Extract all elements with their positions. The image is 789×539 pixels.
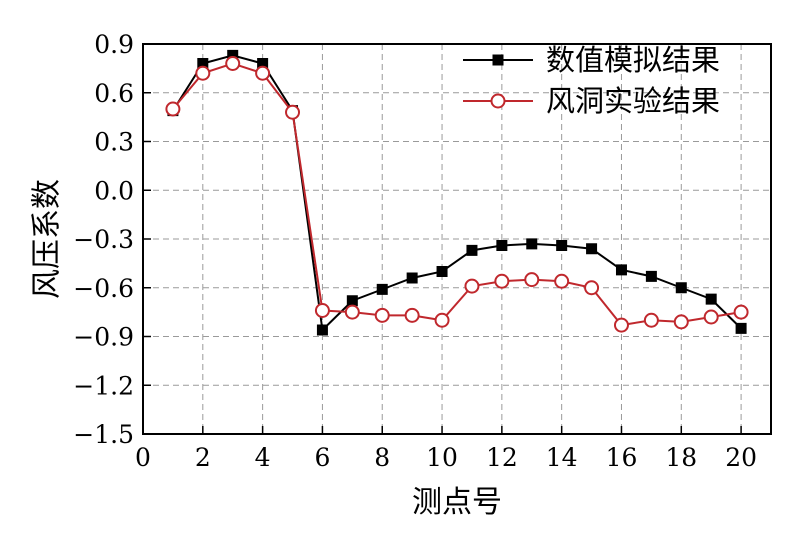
data-point xyxy=(255,65,271,81)
data-point xyxy=(733,304,749,320)
data-point xyxy=(227,49,239,61)
data-point xyxy=(703,309,719,325)
data-point xyxy=(526,238,538,250)
data-point xyxy=(586,243,598,255)
data-point xyxy=(257,58,269,69)
series xyxy=(165,49,749,336)
data-point xyxy=(705,293,717,305)
data-point xyxy=(554,273,570,289)
legend: 数值模拟结果 风洞实验结果 xyxy=(463,43,720,118)
data-point xyxy=(197,58,209,69)
x-tick-label: 2 xyxy=(195,443,211,472)
data-point xyxy=(225,56,241,71)
data-point xyxy=(376,283,388,295)
legend-marker-numerical xyxy=(492,54,504,66)
legend-label-wind-tunnel: 风洞实验结果 xyxy=(546,84,720,118)
x-tick-label: 20 xyxy=(725,443,757,472)
data-point xyxy=(613,317,629,333)
data-point xyxy=(285,104,301,120)
x-tick-label: 10 xyxy=(426,443,458,472)
grid xyxy=(143,44,771,434)
data-point xyxy=(466,244,478,256)
data-point xyxy=(165,101,181,117)
data-point xyxy=(643,312,659,328)
x-axis-title: 测点号 xyxy=(412,485,502,520)
data-point xyxy=(584,280,600,296)
data-point xyxy=(675,282,687,294)
y-axis-title: 风压系数 xyxy=(30,179,65,299)
y-tick-label: −0.9 xyxy=(73,323,134,352)
x-tick-label: 12 xyxy=(486,443,518,472)
x-tick-label: 0 xyxy=(135,443,151,472)
data-point xyxy=(645,270,657,282)
y-tick-label: −0.3 xyxy=(73,225,134,254)
data-point xyxy=(314,303,330,318)
data-point xyxy=(316,324,328,336)
x-tick-label: 18 xyxy=(665,443,697,472)
data-point xyxy=(195,65,211,81)
data-point xyxy=(735,322,747,334)
axis-ticks: 0 2 4 6 8 10 12 14 16 18 20 0.9 0.6 0.3 0.0 −0.3 −0.6 −0.… xyxy=(73,30,757,472)
data-point xyxy=(673,314,689,330)
data-point xyxy=(556,240,568,251)
y-tick-label: −1.2 xyxy=(73,371,134,400)
data-point xyxy=(494,273,510,289)
data-point xyxy=(346,295,358,307)
y-tick-label: −0.6 xyxy=(73,274,134,303)
data-point xyxy=(404,307,420,323)
data-point xyxy=(496,240,508,251)
data-point xyxy=(615,264,627,276)
series-wind-tunnel xyxy=(165,56,749,333)
y-tick-label: 0.0 xyxy=(94,176,134,205)
x-tick-label: 16 xyxy=(606,443,638,472)
data-point xyxy=(344,304,360,320)
y-tick-label: 0.3 xyxy=(94,128,134,157)
y-tick-label: 0.9 xyxy=(94,30,134,59)
data-point xyxy=(374,307,390,323)
x-tick-label: 8 xyxy=(374,443,390,472)
y-tick-label: 0.6 xyxy=(94,79,134,108)
data-point xyxy=(434,312,450,328)
data-point xyxy=(406,272,418,284)
legend-label-numerical: 数值模拟结果 xyxy=(546,43,720,77)
data-point xyxy=(464,278,480,294)
x-tick-label: 4 xyxy=(255,443,271,472)
data-point xyxy=(436,266,448,277)
x-tick-label: 14 xyxy=(546,443,578,472)
legend-marker-wind-tunnel xyxy=(490,93,506,109)
data-point xyxy=(524,272,540,288)
y-tick-label: −1.5 xyxy=(73,420,134,449)
x-tick-label: 6 xyxy=(314,443,330,472)
